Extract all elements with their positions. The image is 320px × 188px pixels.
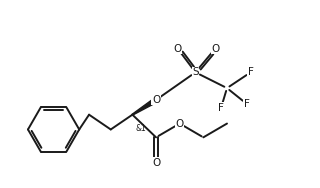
Text: F: F [218,103,224,113]
Text: F: F [244,99,250,109]
Text: O: O [211,44,219,54]
Text: O: O [152,95,160,105]
Polygon shape [132,98,157,115]
Text: S: S [192,67,199,77]
Text: O: O [174,44,182,54]
Text: O: O [176,119,184,129]
Text: &1: &1 [135,124,146,133]
Text: O: O [152,158,160,168]
Text: F: F [248,67,253,77]
